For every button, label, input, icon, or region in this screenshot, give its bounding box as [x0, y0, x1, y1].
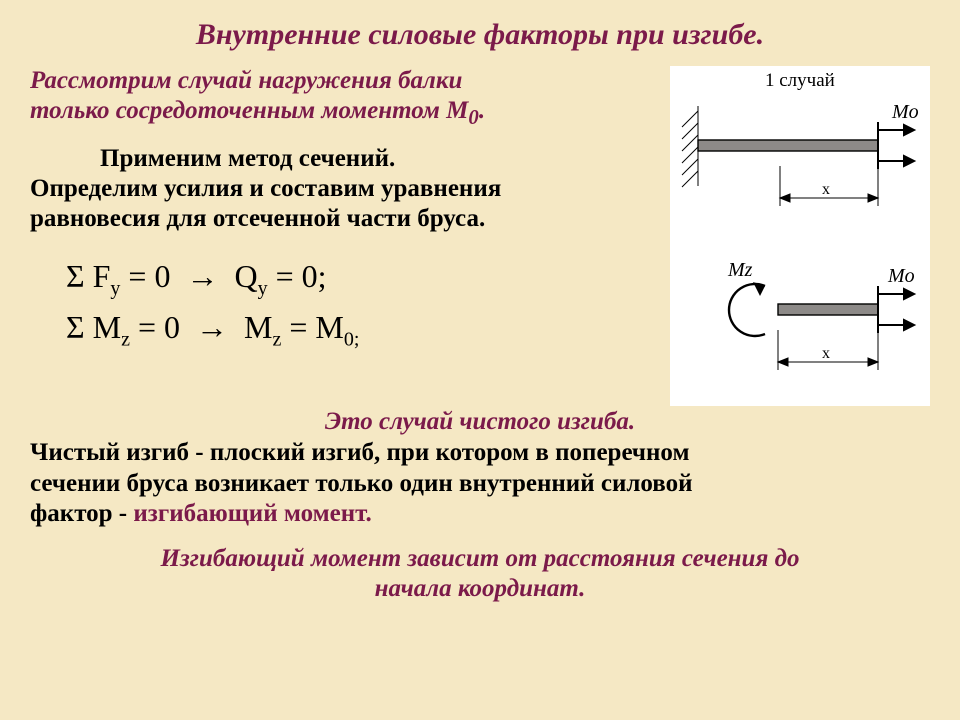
equations: Σ Fy = 0 → Qy = 0; Σ Mz = 0 → Mz = M0; — [66, 252, 652, 355]
pure-bending-label: Это случай чистого изгиба. — [30, 408, 930, 436]
slide-title: Внутренние силовые факторы при изгибе. — [30, 18, 930, 52]
figure-box: 1 случай — [670, 66, 930, 406]
beam-diagrams: 1 случай — [670, 66, 930, 406]
fig1-x-label: х — [822, 181, 830, 198]
method-line3: равновесия для отсеченной части бруса. — [30, 205, 485, 232]
fig2-mz-label: Mz — [727, 259, 753, 281]
equation-1: Σ Fy = 0 → Qy = 0; — [66, 252, 652, 303]
equation-2: Σ Mz = 0 → Mz = M0; — [66, 303, 652, 354]
intro-end: . — [479, 97, 485, 124]
intro-line1: Рассмотрим случай нагружения балки — [30, 67, 462, 94]
def-line-c2: изгибающий момент. — [133, 500, 371, 527]
foot-line-b: начала координат. — [375, 575, 586, 602]
def-line-b: сечении бруса возникает только один внут… — [30, 470, 693, 497]
fig2-mo-label: Mо — [887, 265, 915, 287]
def-line-c1: фактор - — [30, 500, 133, 527]
def-line-a: Чистый изгиб - плоский изгиб, при которо… — [30, 439, 690, 466]
fig-case-label: 1 случай — [765, 70, 835, 91]
intro-line2: только сосредоточенным моментом М — [30, 97, 468, 124]
fig2-x-label: х — [822, 345, 830, 362]
method-text: Применим метод сечений. Определим усилия… — [30, 144, 652, 234]
method-line2: Определим усилия и составим уравнения — [30, 175, 501, 202]
definition-text: Чистый изгиб - плоский изгиб, при которо… — [30, 438, 930, 530]
fig1-mo-label: Mо — [891, 101, 919, 123]
foot-line-a: Изгибающий момент зависит от расстояния … — [161, 545, 800, 572]
method-line1: Применим метод сечений. — [100, 145, 395, 172]
intro-sub: 0 — [468, 105, 478, 129]
intro-text: Рассмотрим случай нагружения балки тольк… — [30, 66, 652, 130]
footer-text: Изгибающий момент зависит от расстояния … — [30, 544, 930, 604]
